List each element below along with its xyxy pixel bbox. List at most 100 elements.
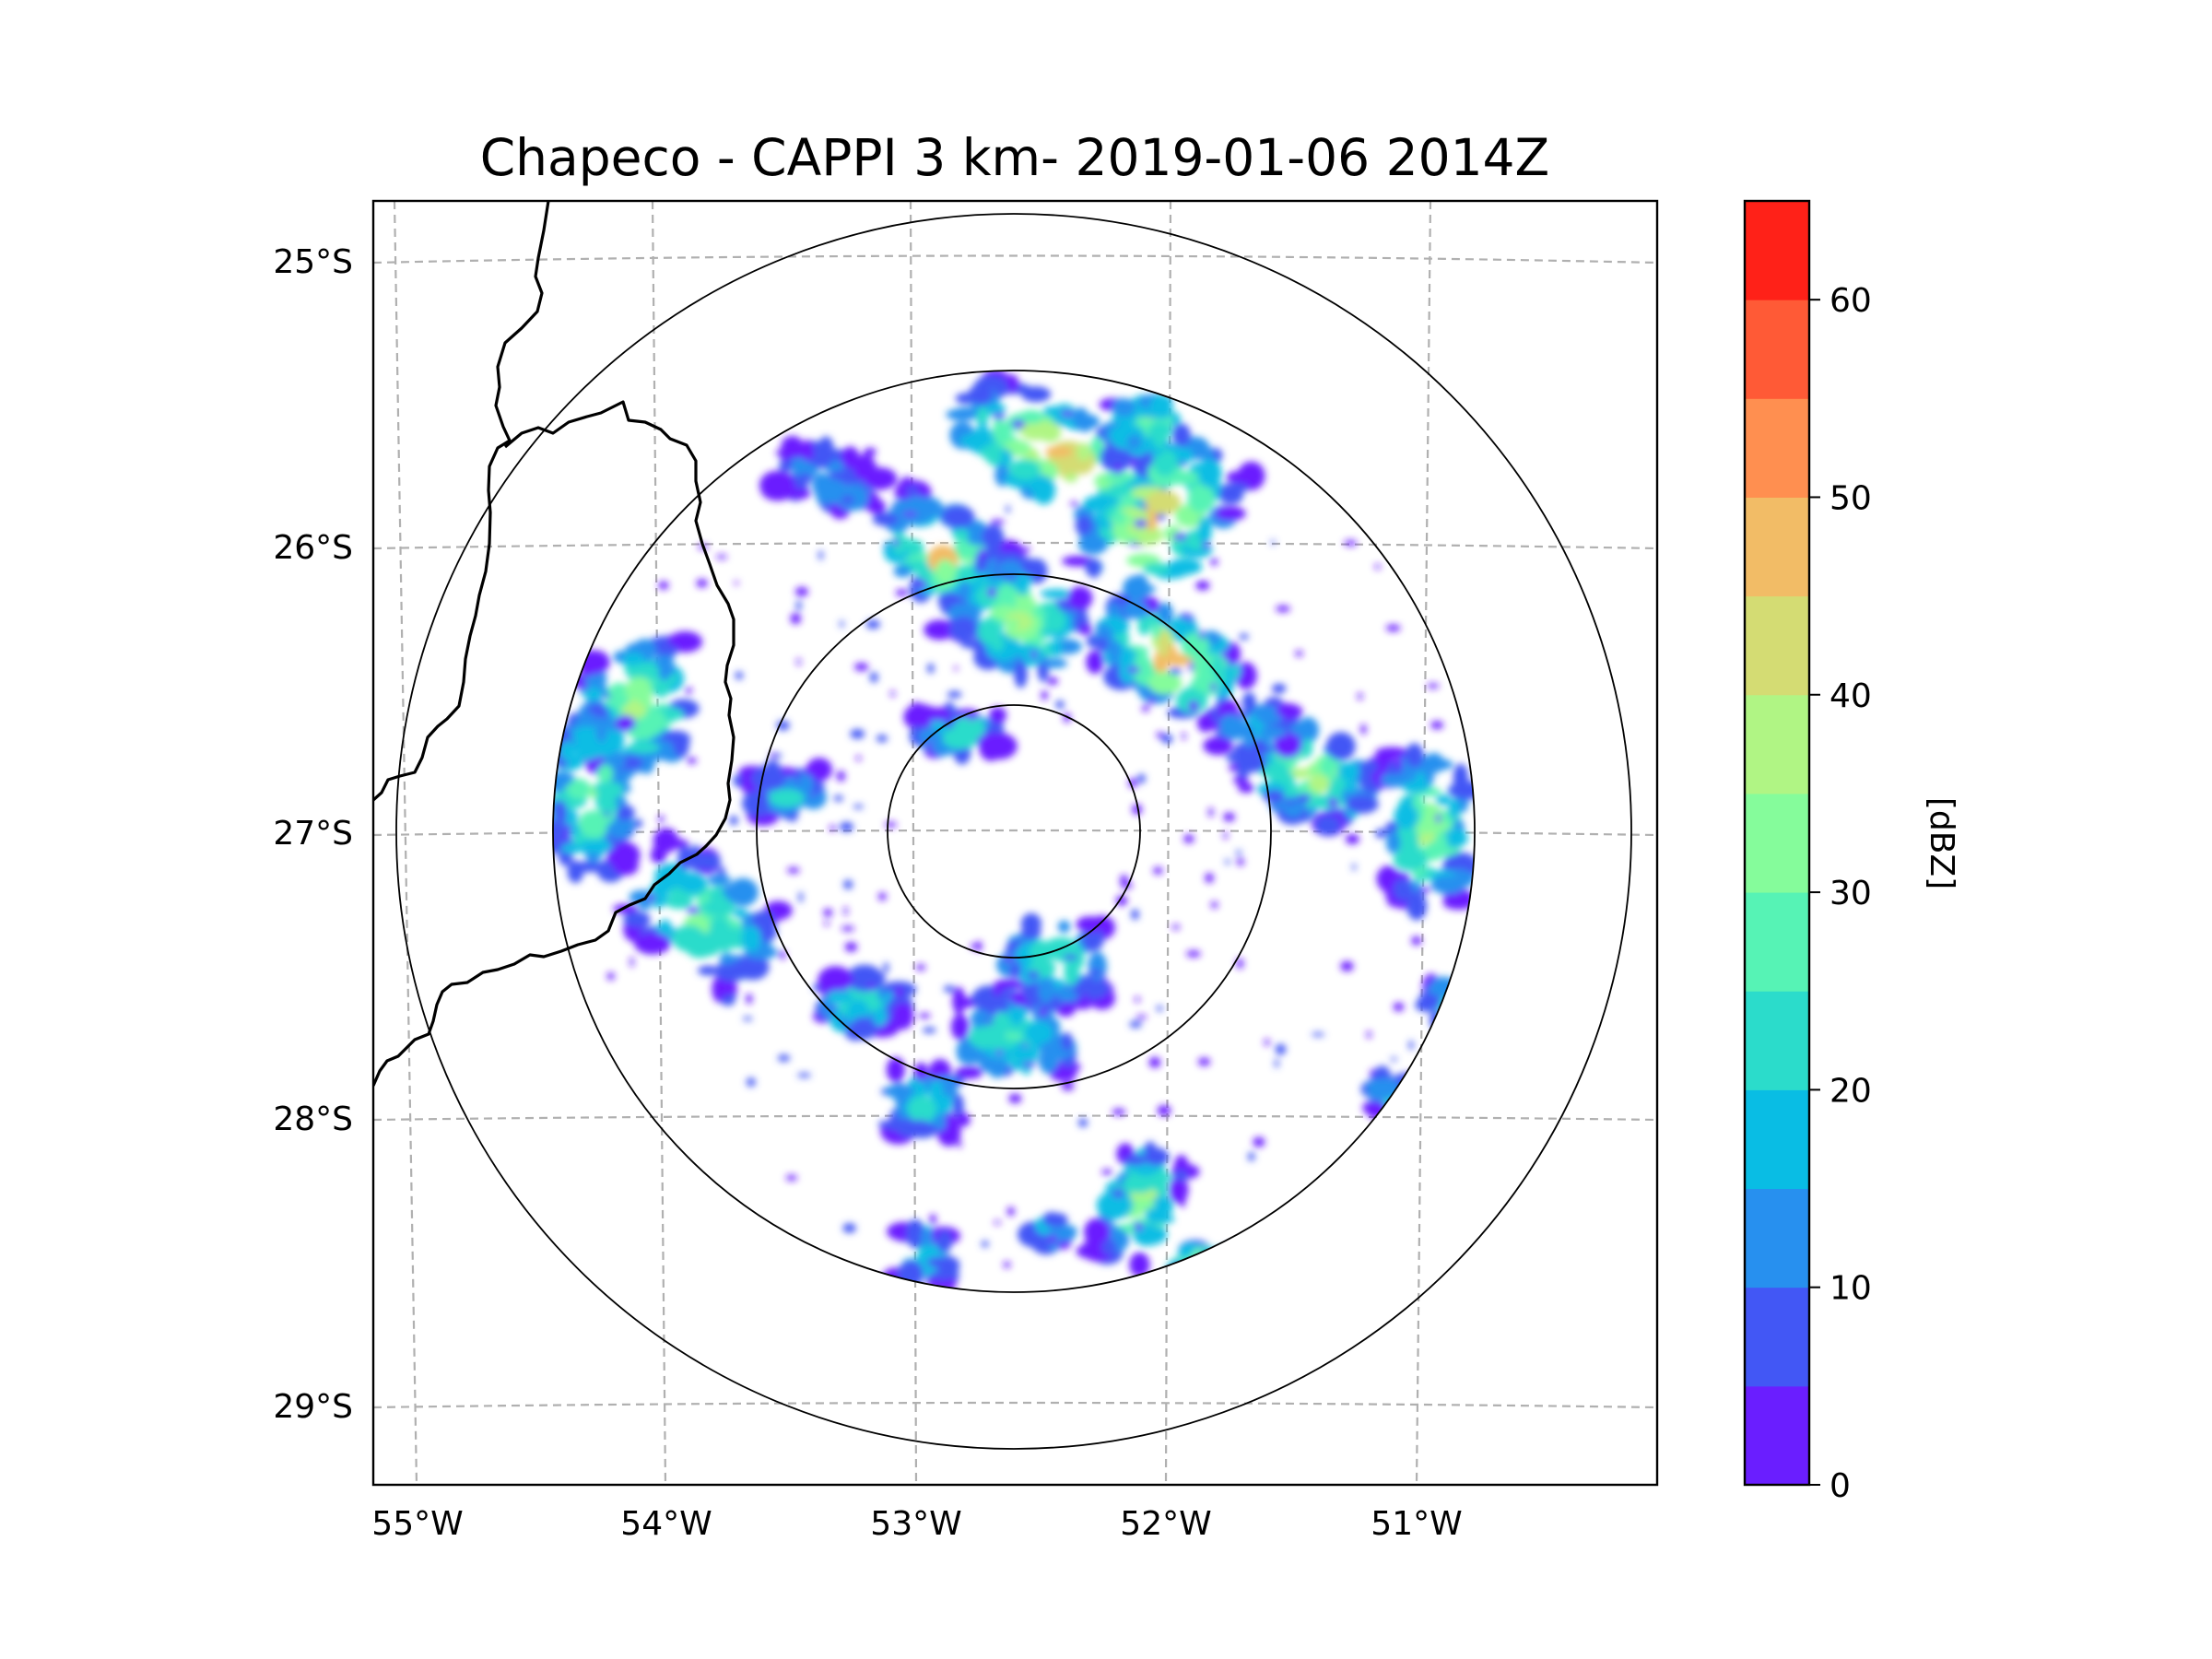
echo-speckle — [1253, 1136, 1265, 1147]
echo-cell — [1162, 653, 1194, 666]
echo-speckle — [843, 879, 853, 889]
echo-cell — [1220, 482, 1250, 494]
echo-speckle — [840, 821, 853, 832]
echo-speckle — [1345, 834, 1359, 844]
echo-speckle — [970, 943, 978, 949]
echo-cell — [1038, 422, 1062, 442]
echo-speckle — [746, 994, 753, 1005]
echo-speckle — [823, 921, 830, 926]
echo-speckle — [869, 672, 878, 683]
echo-cell — [1147, 671, 1182, 695]
echo-speckle — [1171, 924, 1181, 930]
echo-speckle — [1041, 690, 1048, 700]
echo-cell — [1262, 724, 1277, 741]
colorbar-step — [1745, 398, 1809, 498]
colorbar-step — [1745, 201, 1809, 300]
echo-cell — [1042, 406, 1061, 416]
gridline-lon-55 — [393, 201, 418, 1485]
echo-cell — [1288, 768, 1313, 779]
lat-label-26: 26°S — [273, 529, 353, 567]
echo-speckle — [1385, 624, 1401, 632]
echo-cell — [615, 715, 636, 732]
echo-speckle — [890, 690, 895, 698]
echo-cell — [1123, 575, 1150, 602]
border-argentina-paraguay — [373, 201, 550, 802]
echo-speckle — [1276, 606, 1290, 613]
echo-cell — [1148, 421, 1172, 441]
echo-cell — [955, 1065, 983, 1079]
echo-cell — [1084, 1218, 1111, 1247]
echo-cell — [1045, 445, 1073, 457]
echo-speckle — [1120, 882, 1133, 889]
echo-cell — [1096, 636, 1108, 653]
echo-speckle — [1393, 1002, 1405, 1012]
echo-speckle — [1131, 909, 1139, 920]
echo-speckle — [993, 413, 1006, 420]
echo-cell — [1415, 771, 1427, 790]
echo-cell — [580, 840, 613, 853]
echo-speckle — [1209, 558, 1218, 566]
colorbar-step — [1745, 1089, 1809, 1190]
echo-speckle — [992, 986, 1003, 996]
echo-cell — [1074, 998, 1092, 1010]
echo-cell — [952, 1093, 964, 1120]
echo-cell — [1449, 781, 1475, 800]
echo-speckle — [1169, 667, 1182, 675]
echo-speckle — [1161, 734, 1173, 744]
echo-cell — [1199, 447, 1215, 463]
echo-cell — [1119, 654, 1135, 685]
echo-speckle — [1022, 1062, 1037, 1067]
echo-cell — [707, 874, 731, 886]
lon-label-52: 52°W — [1120, 1505, 1211, 1543]
echo-speckle — [1048, 1235, 1057, 1244]
echo-cell — [668, 887, 687, 901]
echo-speckle — [771, 752, 776, 759]
echo-speckle — [1134, 519, 1147, 528]
echo-speckle — [868, 983, 877, 991]
echo-speckle — [1129, 1020, 1142, 1029]
echo-speckle — [1055, 700, 1065, 709]
echo-speckle — [1047, 677, 1058, 686]
echo-cell — [1203, 736, 1233, 756]
echo-cell — [899, 495, 935, 524]
echo-speckle — [1134, 1222, 1143, 1231]
echo-cell — [595, 715, 607, 743]
echo-cell — [1100, 442, 1133, 473]
lat-label-28: 28°S — [273, 1100, 353, 1138]
echo-speckle — [990, 519, 1006, 524]
echo-speckle — [746, 1077, 756, 1087]
echo-cell — [1147, 612, 1159, 626]
echo-speckle — [769, 753, 782, 759]
range-rings — [395, 213, 1632, 1450]
echo-cell — [920, 1230, 934, 1247]
chart-title: Chapeco - CAPPI 3 km- 2019-01-06 2014Z — [480, 128, 1549, 187]
echo-speckle — [1240, 671, 1245, 676]
echo-speckle — [905, 486, 920, 494]
echo-cell — [1077, 442, 1091, 461]
echo-cell — [987, 1016, 1011, 1035]
echo-speckle — [1225, 859, 1230, 865]
echo-speckle — [855, 755, 862, 761]
echo-speckle — [1270, 539, 1276, 546]
echo-speckle — [685, 687, 692, 694]
echo-speckle — [1391, 1057, 1397, 1062]
echo-cell — [926, 1256, 960, 1268]
echo-cell — [611, 682, 627, 693]
echo-speckle — [1295, 650, 1303, 657]
echo-speckle — [918, 1013, 931, 1018]
echo-speckle — [797, 1073, 811, 1078]
echo-cell — [634, 933, 671, 955]
echo-speckle — [922, 1027, 936, 1033]
echo-speckle — [1137, 773, 1146, 783]
echo-cell — [1346, 794, 1379, 814]
echo-cell — [1021, 386, 1052, 403]
echo-cell — [1345, 765, 1357, 794]
echo-cell — [1275, 706, 1302, 717]
echo-cell — [818, 966, 853, 994]
echo-speckle — [929, 1214, 936, 1225]
echo-cell — [768, 788, 805, 808]
echo-speckle — [1141, 704, 1149, 712]
gridline-lat-29 — [373, 1401, 1657, 1409]
echo-cell — [959, 433, 996, 449]
